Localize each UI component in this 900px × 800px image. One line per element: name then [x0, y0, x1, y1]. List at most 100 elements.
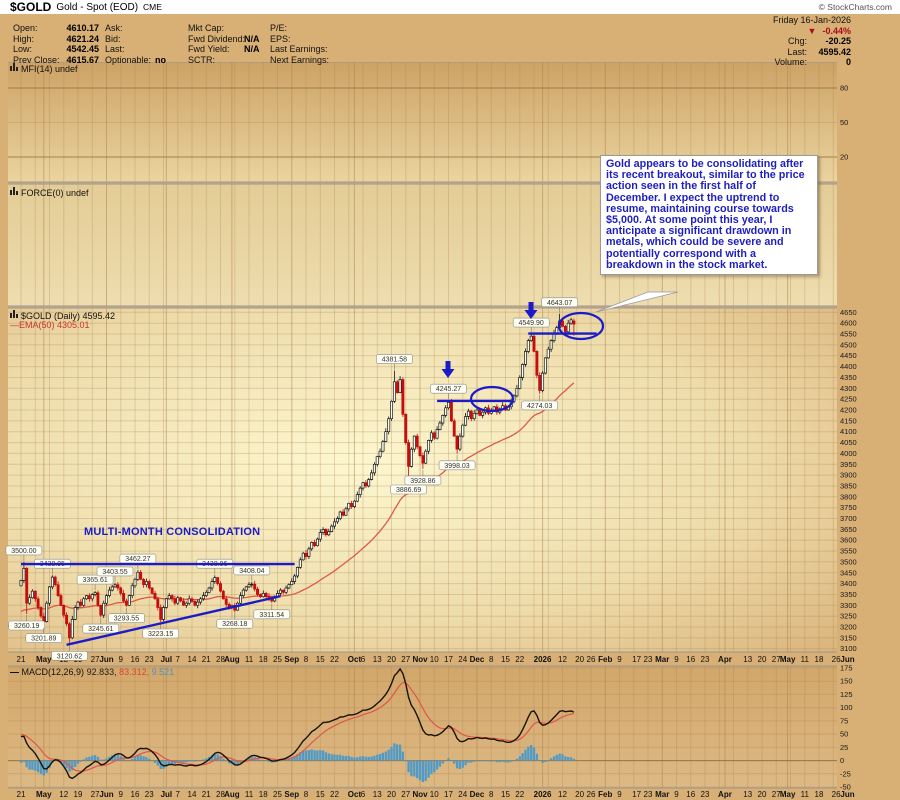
svg-text:3750: 3750 [840, 503, 857, 512]
svg-text:11: 11 [801, 790, 810, 799]
panel-separators [8, 61, 837, 789]
svg-text:4600: 4600 [840, 319, 857, 328]
svg-text:8: 8 [489, 790, 494, 799]
svg-text:80: 80 [840, 84, 848, 93]
svg-text:17: 17 [444, 790, 453, 799]
svg-text:4650: 4650 [840, 308, 857, 317]
callout-pointer [595, 291, 679, 313]
svg-text:50: 50 [840, 118, 848, 127]
svg-text:27: 27 [91, 790, 100, 799]
svg-text:24: 24 [458, 790, 467, 799]
svg-text:8: 8 [304, 790, 309, 799]
svg-text:20: 20 [387, 655, 396, 664]
last-trade-label: Last: [105, 44, 125, 54]
svg-text:3950: 3950 [840, 460, 857, 469]
svg-text:Apr: Apr [718, 655, 732, 664]
svg-text:26: 26 [587, 790, 596, 799]
macd-hist-value: 9.521 [151, 667, 175, 677]
svg-text:22: 22 [515, 790, 524, 799]
price-label-box [8, 620, 45, 631]
macd-signal-value: 83.312, [119, 667, 150, 677]
svg-text:4500: 4500 [840, 340, 857, 349]
svg-text:Jun: Jun [99, 655, 113, 664]
svg-text:20: 20 [840, 153, 848, 162]
symbol-title: $GOLD [10, 0, 52, 14]
x-axis-labels-top: 21May121927Jun91623Jul7142128Aug111825Se… [17, 655, 855, 664]
svg-text:16: 16 [131, 790, 140, 799]
svg-text:4274.03: 4274.03 [527, 403, 552, 410]
svg-text:28: 28 [216, 790, 225, 799]
high-value: 4621.24 [66, 33, 99, 44]
svg-text:25: 25 [273, 655, 282, 664]
price-label-box [82, 623, 120, 634]
price-label-box [76, 574, 114, 585]
svg-text:4050: 4050 [840, 438, 857, 447]
svg-text:3403.55: 3403.55 [102, 569, 127, 576]
svg-text:7: 7 [176, 655, 181, 664]
svg-text:3928.86: 3928.86 [410, 478, 435, 485]
svg-text:17: 17 [632, 790, 641, 799]
optionable-label: Optionable: [105, 54, 152, 65]
svg-text:4000: 4000 [840, 449, 857, 458]
svg-text:23: 23 [145, 790, 154, 799]
svg-text:27: 27 [772, 655, 781, 664]
svg-text:13: 13 [743, 790, 752, 799]
svg-text:9: 9 [119, 790, 124, 799]
svg-text:Dec: Dec [470, 655, 485, 664]
svg-text:3200: 3200 [840, 623, 857, 632]
svg-text:23: 23 [644, 790, 653, 799]
svg-text:Feb: Feb [598, 655, 612, 664]
svg-text:4150: 4150 [840, 416, 857, 425]
svg-text:3650: 3650 [840, 525, 857, 534]
svg-text:27: 27 [401, 790, 410, 799]
prev-close-value: 4615.67 [66, 54, 99, 65]
svg-text:12: 12 [558, 655, 567, 664]
svg-text:3150: 3150 [840, 633, 857, 642]
svg-text:4381.58: 4381.58 [382, 357, 407, 364]
svg-text:Sep: Sep [284, 790, 299, 799]
svg-text:8: 8 [489, 655, 494, 664]
svg-text:Dec: Dec [470, 790, 485, 799]
macd-line [20, 667, 575, 780]
svg-text:4450: 4450 [840, 351, 857, 360]
svg-text:13: 13 [743, 655, 752, 664]
svg-text:26: 26 [832, 790, 841, 799]
svg-text:3800: 3800 [840, 492, 857, 501]
svg-text:3450: 3450 [840, 568, 857, 577]
macd-signal-line [20, 682, 574, 772]
svg-text:Mar: Mar [655, 655, 669, 664]
svg-text:20: 20 [575, 655, 584, 664]
svg-text:4643.07: 4643.07 [547, 300, 572, 307]
svg-text:3886.69: 3886.69 [396, 487, 421, 494]
svg-text:3300: 3300 [840, 601, 857, 610]
quote-col-fundamental: Mkt Cap: Fwd Dividend:N/A Fwd Yield: N/A … [188, 23, 260, 65]
svg-text:May: May [36, 790, 52, 799]
annotation-ellipse [557, 311, 605, 341]
svg-text:16: 16 [686, 790, 695, 799]
fwd-dividend-value: N/A [244, 33, 260, 44]
fwd-dividend-label: Fwd Dividend: [188, 33, 246, 44]
svg-text:9: 9 [119, 655, 124, 664]
svg-text:15: 15 [501, 655, 510, 664]
y-axis-labels-mfi: 80 50 20 [840, 84, 848, 162]
svg-text:21: 21 [202, 790, 211, 799]
svg-text:Nov: Nov [412, 655, 428, 664]
svg-text:21: 21 [17, 655, 26, 664]
price-label-box [142, 628, 179, 639]
svg-text:50: 50 [840, 730, 848, 739]
svg-text:10: 10 [430, 655, 439, 664]
svg-text:4200: 4200 [840, 406, 857, 415]
svg-text:3223.15: 3223.15 [148, 631, 173, 638]
multi-month-consolidation-label: MULTI-MONTH CONSOLIDATION [84, 526, 261, 538]
annotation-ellipse [469, 385, 515, 413]
svg-text:3245.61: 3245.61 [88, 626, 113, 633]
svg-text:23: 23 [701, 790, 710, 799]
svg-text:20: 20 [758, 655, 767, 664]
svg-text:25: 25 [273, 790, 282, 799]
svg-text:3900: 3900 [840, 471, 857, 480]
svg-text:15: 15 [501, 790, 510, 799]
svg-text:3250: 3250 [840, 612, 857, 621]
svg-text:15: 15 [316, 655, 325, 664]
svg-text:0: 0 [840, 756, 844, 765]
